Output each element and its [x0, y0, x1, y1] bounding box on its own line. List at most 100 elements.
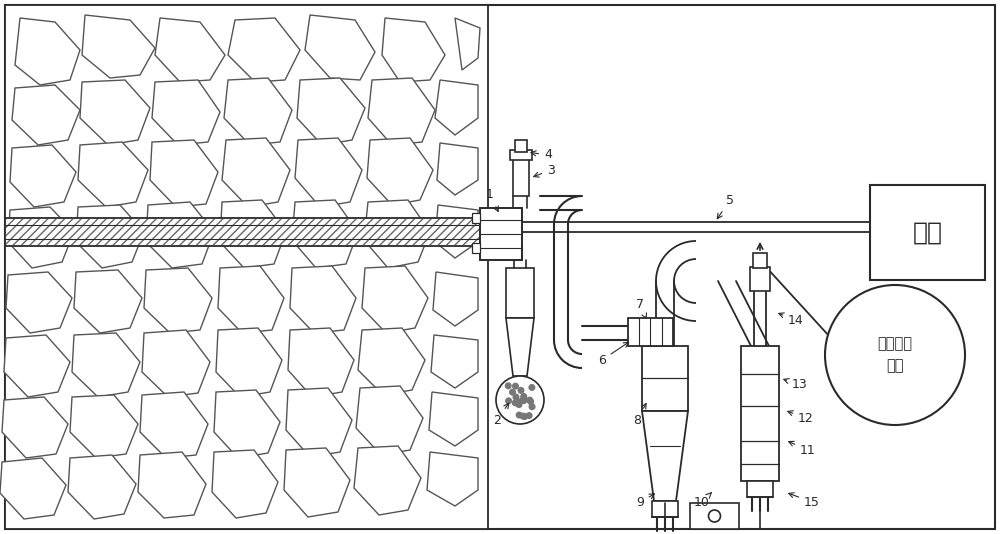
Polygon shape [214, 390, 280, 458]
Polygon shape [437, 143, 478, 195]
Bar [513, 158, 529, 196]
Polygon shape [435, 80, 478, 135]
Text: 6: 6 [598, 342, 629, 366]
Polygon shape [155, 18, 225, 82]
Circle shape [513, 394, 519, 400]
Polygon shape [0, 458, 66, 519]
Polygon shape [142, 330, 210, 397]
Text: 15: 15 [789, 493, 820, 508]
Bar [5, 5, 488, 529]
Text: 11: 11 [789, 441, 816, 457]
Polygon shape [354, 446, 421, 515]
Circle shape [516, 402, 522, 407]
Polygon shape [6, 272, 72, 333]
Polygon shape [80, 80, 150, 145]
Polygon shape [218, 266, 284, 333]
Bar [5, 218, 495, 246]
Text: 8: 8 [633, 404, 646, 427]
Bar [515, 140, 527, 152]
Circle shape [510, 389, 515, 395]
Circle shape [521, 394, 527, 399]
Polygon shape [78, 142, 148, 207]
Text: 2: 2 [493, 403, 509, 427]
Text: 瓦斯抽放
设备: 瓦斯抽放 设备 [878, 336, 912, 374]
Polygon shape [8, 207, 74, 268]
Polygon shape [146, 202, 214, 268]
Polygon shape [150, 140, 218, 207]
Polygon shape [431, 335, 478, 388]
Text: 1: 1 [486, 189, 498, 211]
Circle shape [528, 399, 534, 404]
Bar [741, 346, 779, 481]
Polygon shape [82, 15, 155, 78]
Polygon shape [15, 18, 80, 85]
Polygon shape [433, 272, 478, 326]
Circle shape [505, 383, 511, 389]
Bar [870, 185, 985, 280]
Bar [506, 268, 534, 318]
Polygon shape [356, 386, 423, 455]
Text: 7: 7 [636, 299, 646, 318]
Polygon shape [72, 333, 140, 397]
Polygon shape [455, 18, 480, 70]
Polygon shape [144, 268, 212, 333]
Bar [510, 150, 532, 160]
Polygon shape [286, 388, 352, 457]
Bar [6, 219, 494, 245]
Polygon shape [12, 85, 80, 145]
Bar [642, 346, 688, 411]
Polygon shape [292, 200, 358, 268]
Circle shape [527, 397, 532, 403]
Circle shape [496, 376, 544, 424]
Text: 5: 5 [717, 193, 734, 219]
Polygon shape [367, 138, 433, 205]
Polygon shape [138, 452, 206, 518]
Polygon shape [76, 205, 144, 268]
Polygon shape [68, 455, 136, 519]
Circle shape [520, 413, 526, 419]
Polygon shape [10, 145, 76, 207]
Polygon shape [74, 270, 142, 333]
Bar [628, 318, 673, 346]
Polygon shape [140, 392, 208, 458]
Circle shape [521, 398, 527, 403]
Circle shape [513, 383, 518, 389]
Polygon shape [222, 138, 290, 207]
Polygon shape [152, 80, 220, 145]
Polygon shape [295, 138, 362, 207]
Circle shape [529, 404, 535, 410]
Polygon shape [642, 411, 688, 501]
Text: 12: 12 [788, 411, 814, 425]
Polygon shape [368, 78, 435, 145]
Polygon shape [358, 328, 425, 395]
Bar [652, 501, 678, 517]
Polygon shape [70, 395, 138, 458]
Bar [747, 481, 773, 497]
Bar [480, 208, 522, 260]
Text: 3: 3 [534, 163, 555, 177]
Text: 钒机: 钒机 [912, 221, 942, 245]
Circle shape [529, 384, 535, 390]
Polygon shape [212, 450, 278, 518]
Polygon shape [297, 78, 365, 145]
Circle shape [518, 388, 524, 393]
Polygon shape [224, 78, 292, 145]
Bar [472, 213, 480, 223]
Polygon shape [427, 452, 478, 506]
Polygon shape [506, 318, 534, 376]
Circle shape [506, 398, 511, 404]
Polygon shape [2, 397, 68, 458]
Text: 4: 4 [531, 148, 552, 161]
Text: 9: 9 [636, 494, 654, 508]
Bar [750, 267, 770, 291]
Circle shape [516, 400, 522, 406]
Polygon shape [290, 266, 356, 333]
Bar [472, 243, 480, 253]
Text: 14: 14 [779, 313, 804, 326]
Polygon shape [364, 200, 430, 268]
Polygon shape [435, 205, 478, 258]
Polygon shape [220, 200, 286, 268]
Polygon shape [4, 335, 70, 397]
Circle shape [516, 399, 522, 405]
Circle shape [521, 396, 526, 402]
